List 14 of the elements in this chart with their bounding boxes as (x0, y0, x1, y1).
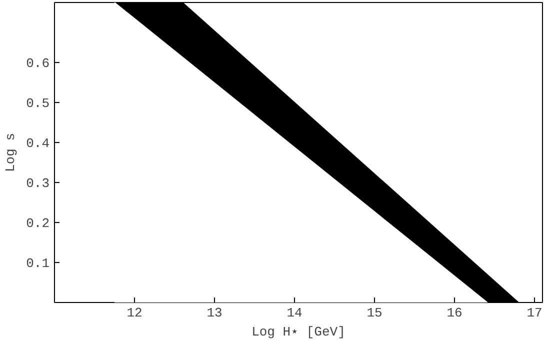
x-tick-label: 12 (126, 306, 142, 320)
y-tick-label: 0.5 (26, 96, 50, 111)
x-tick-label: 15 (366, 306, 382, 320)
y-axis-title: Log s (3, 132, 18, 172)
x-axis-title: Log H⋆ [GeV] (252, 324, 346, 340)
y-tick-label: 0.1 (26, 256, 50, 271)
y-tick-label: 0.2 (26, 216, 50, 231)
x-tick-label: 13 (206, 306, 222, 320)
y-tick-label: 0.6 (26, 56, 50, 71)
x-tick-label: 17 (526, 306, 542, 320)
y-tick-label: 0.3 (26, 176, 50, 191)
y-tick-label: 0.4 (26, 136, 50, 151)
x-tick-label: 16 (446, 306, 462, 320)
x-tick-label: 14 (286, 306, 302, 320)
